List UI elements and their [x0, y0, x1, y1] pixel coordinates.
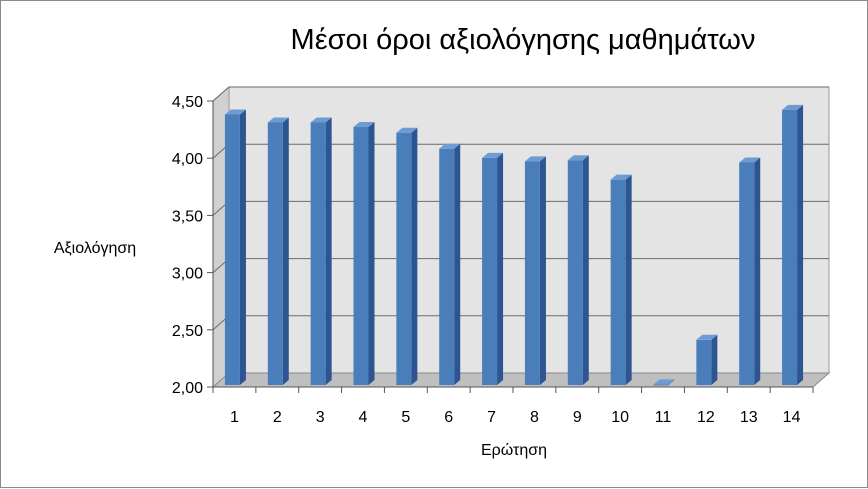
y-tick-label: 4,00 [172, 151, 203, 168]
bar-front [439, 148, 455, 385]
chart-title: Μέσοι όροι αξιολόγησης μαθημάτων [291, 24, 756, 56]
bar-top [396, 127, 418, 133]
bar-top [782, 104, 804, 110]
bar-side [582, 155, 589, 385]
bar [353, 122, 375, 386]
x-tick-label: 12 [697, 409, 715, 426]
x-tick-label: 6 [444, 409, 453, 426]
bar-front [567, 160, 583, 385]
bar [439, 143, 461, 385]
gridline [212, 86, 829, 102]
x-tick-label: 5 [401, 409, 410, 426]
bar-top [567, 155, 589, 161]
y-tick-label: 2,50 [172, 323, 203, 340]
x-tick-label: 9 [573, 409, 582, 426]
bar [567, 155, 589, 385]
bar-top [310, 117, 332, 123]
bar-top [696, 334, 718, 340]
bar-front [310, 122, 326, 385]
bar-front [224, 114, 240, 385]
bar [396, 127, 418, 385]
bar-side [668, 379, 675, 385]
bar [267, 117, 289, 385]
bar-front [482, 157, 498, 385]
bar-side [539, 156, 546, 385]
chart-walls [211, 85, 831, 389]
bar-top [267, 117, 289, 123]
bar [310, 117, 332, 385]
bar-front [396, 132, 412, 385]
bar [782, 104, 804, 385]
y-tick-label: 2,00 [172, 380, 203, 397]
bar [482, 152, 504, 385]
x-tick-label: 11 [655, 409, 672, 426]
x-axis-ticks: 1 2 3 4 5 6 7 8 9 10 11 12 13 14 [212, 386, 814, 426]
bar-side [368, 122, 375, 386]
bar-side [282, 117, 289, 385]
bar-front [739, 162, 755, 385]
x-tick-label: 14 [783, 409, 801, 426]
bar [696, 334, 718, 385]
bar-front [353, 127, 369, 386]
bar-side [325, 117, 332, 385]
x-tick-label: 7 [487, 409, 496, 426]
x-tick-label: 2 [273, 409, 282, 426]
x-tick-label: 10 [611, 409, 629, 426]
bar-side [239, 109, 246, 385]
bar-top [482, 152, 504, 158]
floor [211, 372, 831, 388]
x-tick-label: 3 [316, 409, 325, 426]
bar-front [782, 109, 798, 385]
x-tick-label: 1 [230, 409, 239, 426]
y-axis-label: Αξιολόγηση [54, 240, 136, 257]
bar-front [653, 384, 669, 386]
bar-top [224, 109, 246, 115]
bar [524, 156, 546, 385]
bar-side [797, 104, 804, 385]
bar-top [610, 174, 632, 180]
y-axis-ticks: 2,00 2,50 3,00 3,50 4,00 4,50 [172, 94, 214, 397]
bar [224, 109, 246, 385]
bar-front [267, 122, 283, 385]
bar-top [739, 157, 761, 163]
bar [610, 174, 632, 385]
bar-side [454, 143, 461, 385]
x-tick-label: 13 [740, 409, 758, 426]
bar-side [625, 174, 632, 385]
bar [739, 157, 761, 385]
x-tick-label: 8 [530, 409, 539, 426]
bar [653, 379, 675, 386]
x-tick-label: 4 [359, 409, 368, 426]
bar-top [353, 122, 375, 128]
bar-top [524, 156, 546, 162]
bar-side [411, 127, 418, 385]
bar-front [524, 161, 540, 385]
bar-side [497, 152, 504, 385]
y-tick-label: 3,50 [172, 208, 203, 225]
bar-top [653, 379, 675, 385]
y-tick-label: 4,50 [172, 94, 203, 111]
bar-front [610, 179, 626, 385]
bar-top [439, 143, 461, 149]
x-axis-label: Ερώτηση [481, 442, 547, 459]
bar-side [754, 157, 761, 385]
bar-front [696, 339, 712, 385]
y-tick-label: 3,00 [172, 266, 203, 283]
bar-side [711, 334, 718, 385]
bars [224, 104, 804, 386]
